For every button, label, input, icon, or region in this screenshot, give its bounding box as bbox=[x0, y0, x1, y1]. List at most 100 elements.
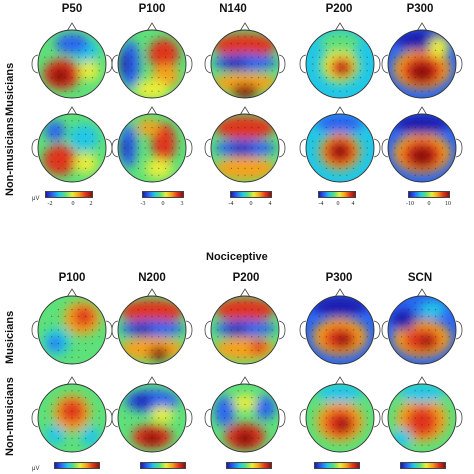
colorbar-tick: -4 bbox=[318, 201, 324, 207]
nose-outline bbox=[66, 22, 78, 32]
colorbar-tick: -10 bbox=[406, 201, 414, 207]
row-label: Musicians bbox=[4, 310, 16, 364]
scalp-topomap bbox=[299, 288, 381, 365]
nose-outline bbox=[146, 106, 158, 116]
ear-outline bbox=[455, 408, 463, 428]
colorbar-tick: 3 bbox=[180, 201, 184, 207]
ear-outline bbox=[299, 408, 307, 428]
nose-outline bbox=[239, 376, 251, 386]
nose-outline bbox=[334, 106, 346, 116]
ear-outline bbox=[111, 320, 119, 340]
colorbar-tick: 0 bbox=[249, 201, 253, 207]
head-outline bbox=[210, 383, 280, 453]
scalp-topomap bbox=[204, 22, 286, 99]
ear-outline bbox=[31, 408, 39, 428]
colorbar: -2 0 2 bbox=[45, 191, 93, 211]
ear-outline bbox=[204, 408, 212, 428]
nose-outline bbox=[146, 22, 158, 32]
column-title: P100 bbox=[58, 272, 86, 284]
nose-outline bbox=[66, 288, 78, 298]
head-outline bbox=[305, 113, 375, 183]
ear-outline bbox=[111, 138, 119, 158]
ear-outline bbox=[455, 54, 463, 74]
scalp-topomap bbox=[111, 22, 193, 99]
head-outline bbox=[387, 383, 457, 453]
head-outline bbox=[210, 295, 280, 365]
scalp-topomap bbox=[204, 376, 286, 453]
ear-outline bbox=[299, 320, 307, 340]
ear-outline bbox=[278, 408, 286, 428]
head-outline bbox=[37, 295, 107, 365]
column-title: P300 bbox=[325, 272, 353, 284]
column-title: P50 bbox=[61, 3, 83, 15]
nose-outline bbox=[146, 288, 158, 298]
head-outline bbox=[117, 113, 187, 183]
colorbar-gradient bbox=[230, 191, 272, 198]
colorbar-tick: 2 bbox=[89, 201, 93, 207]
colorbar-tick: 0 bbox=[71, 201, 75, 207]
colorbar-gradient bbox=[226, 462, 272, 469]
scalp-topomap bbox=[111, 288, 193, 365]
ear-outline bbox=[204, 320, 212, 340]
ear-outline bbox=[204, 138, 212, 158]
nose-outline bbox=[239, 106, 251, 116]
scalp-topomap bbox=[204, 106, 286, 183]
nose-outline bbox=[66, 376, 78, 386]
nose-outline bbox=[239, 288, 251, 298]
head-outline bbox=[387, 29, 457, 99]
scalp-topomap bbox=[381, 22, 463, 99]
ear-outline bbox=[278, 138, 286, 158]
ear-outline bbox=[299, 54, 307, 74]
row-label: Musicians bbox=[4, 62, 16, 116]
ear-outline bbox=[185, 320, 193, 340]
head-outline bbox=[117, 29, 187, 99]
ear-outline bbox=[185, 54, 193, 74]
ear-outline bbox=[204, 54, 212, 74]
ear-outline bbox=[31, 320, 39, 340]
row-label: Non-musicians bbox=[4, 117, 16, 196]
ear-outline bbox=[373, 408, 381, 428]
head-outline bbox=[305, 29, 375, 99]
ear-outline bbox=[381, 320, 389, 340]
colorbar: -3 0 3 bbox=[141, 191, 184, 211]
colorbar-tick: -2 bbox=[47, 201, 53, 207]
ear-outline bbox=[373, 320, 381, 340]
nose-outline bbox=[334, 288, 346, 298]
nose-outline bbox=[416, 376, 428, 386]
head-outline bbox=[37, 29, 107, 99]
ear-outline bbox=[111, 54, 119, 74]
nose-outline bbox=[334, 376, 346, 386]
column-title: SCN bbox=[407, 272, 433, 284]
scalp-topomap bbox=[299, 106, 381, 183]
colorbar-gradient bbox=[142, 191, 184, 198]
column-title: P200 bbox=[232, 272, 260, 284]
scalp-topomap bbox=[111, 106, 193, 183]
colorbar-gradient bbox=[54, 462, 100, 469]
ear-outline bbox=[111, 408, 119, 428]
colorbar-unit: μV bbox=[32, 196, 40, 202]
scalp-topomap bbox=[31, 106, 113, 183]
colorbar-tick: 10 bbox=[445, 201, 451, 207]
scalp-topomap bbox=[299, 22, 381, 99]
colorbar-gradient bbox=[45, 191, 93, 198]
colorbar-gradient bbox=[408, 191, 450, 198]
section-title: Nociceptive bbox=[206, 251, 268, 263]
ear-outline bbox=[278, 320, 286, 340]
head-outline bbox=[210, 29, 280, 99]
nose-outline bbox=[416, 106, 428, 116]
scalp-topomap bbox=[381, 106, 463, 183]
scalp-topomap bbox=[381, 288, 463, 365]
colorbar-tick: 0 bbox=[161, 201, 165, 207]
ear-outline bbox=[185, 408, 193, 428]
column-title: N140 bbox=[219, 3, 247, 15]
ear-outline bbox=[381, 408, 389, 428]
head-outline bbox=[37, 383, 107, 453]
colorbar-gradient bbox=[140, 462, 186, 469]
colorbar-tick: 4 bbox=[268, 201, 272, 207]
head-outline bbox=[305, 295, 375, 365]
ear-outline bbox=[381, 138, 389, 158]
ear-outline bbox=[185, 138, 193, 158]
column-title: N200 bbox=[138, 272, 166, 284]
ear-outline bbox=[455, 138, 463, 158]
colorbar-gradient bbox=[400, 462, 446, 469]
